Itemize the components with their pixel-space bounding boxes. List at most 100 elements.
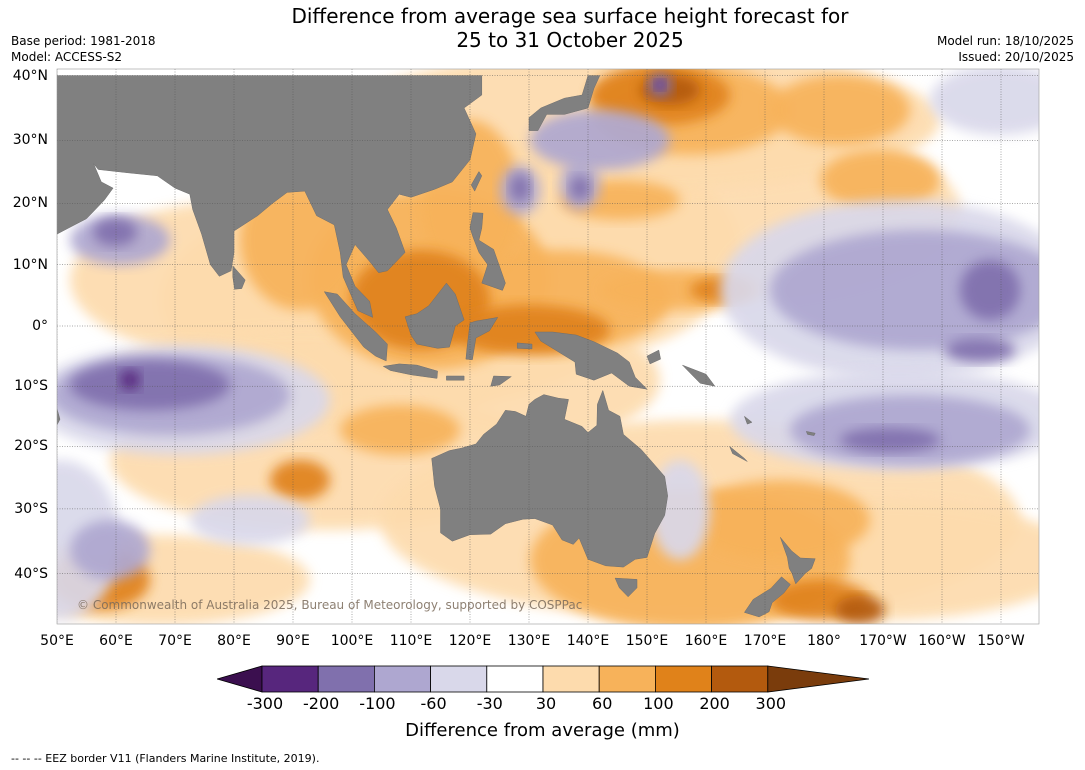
anomaly-patch <box>820 150 940 210</box>
anomaly-patch <box>510 174 530 202</box>
colorbar-extend-low <box>217 665 263 693</box>
colorbar-segment <box>373 665 431 693</box>
anomaly-patch <box>270 460 330 500</box>
model-run: Model run: 18/10/2025 <box>936 34 1074 48</box>
colorbar-segment <box>711 665 769 693</box>
anomaly-patch <box>930 69 1039 135</box>
colorbar-segment <box>430 665 488 693</box>
anomaly-patch <box>70 520 150 580</box>
colorbar-tick-label: -30 <box>476 694 503 713</box>
land-polygon <box>805 431 816 436</box>
anomaly-patch <box>530 110 670 170</box>
issued-date: Issued: 20/10/2025 <box>958 50 1074 64</box>
land-polygon <box>232 265 246 290</box>
land-masses <box>57 75 816 618</box>
colorbar-segment <box>486 665 544 693</box>
colorbar-tick-label: 300 <box>755 694 787 713</box>
base-period: Base period: 1981-2018 <box>11 34 156 48</box>
meta-right: Model run: 18/10/2025 Issued: 20/10/2025 <box>937 33 1074 65</box>
longitude-label: 120°E <box>448 633 492 649</box>
anomaly-patch <box>770 75 910 145</box>
longitude-label: 80°E <box>217 633 251 649</box>
longitude-label: 180° <box>807 633 841 649</box>
graticule <box>57 69 1039 624</box>
anomaly-patch <box>835 596 885 624</box>
land-polygon <box>465 317 499 360</box>
eez-footnote: -- -- -- EEZ border V11 (Flanders Marine… <box>11 752 320 765</box>
latitude-label: 0° <box>32 318 48 334</box>
land-polygon <box>404 282 465 349</box>
anomaly-patch <box>70 360 230 410</box>
colorbar-segment <box>542 665 600 693</box>
title-line-1: Difference from average sea surface heig… <box>291 4 849 28</box>
longitude-label: 160°W <box>918 633 966 649</box>
land-polygon <box>534 331 648 390</box>
land-polygon <box>646 349 661 365</box>
colorbar-tick-label: 200 <box>699 694 730 713</box>
land-polygon <box>382 363 438 379</box>
latitude-label: 10°S <box>14 378 48 395</box>
longitude-label: 170°W <box>859 633 907 649</box>
latitude-label: 40°S <box>14 565 48 582</box>
colorbar <box>217 665 869 693</box>
colorbar-tick-label: 60 <box>592 694 613 713</box>
colorbar-tick-label: -100 <box>359 694 396 713</box>
chart-title: Difference from average sea surface heig… <box>0 4 1085 52</box>
anomaly-patch <box>340 405 460 455</box>
colorbar-tick-label: 30 <box>535 694 557 713</box>
latitude-label: 20°N <box>12 195 48 212</box>
model-name: Model: ACCESS-S2 <box>11 50 123 64</box>
colorbar-label: Difference from average (mm) <box>405 720 680 741</box>
land-polygon <box>57 407 61 426</box>
land-polygon <box>744 576 791 618</box>
longitude-label: 100°E <box>330 633 374 649</box>
map-frame <box>56 68 1040 625</box>
longitude-label: 170°E <box>743 633 787 649</box>
colorbar-segment <box>598 665 656 693</box>
colorbar-tick-label: 100 <box>643 694 674 713</box>
land-polygon <box>323 291 388 362</box>
land-polygon <box>470 171 483 192</box>
title-line-2: 25 to 31 October 2025 <box>456 28 684 52</box>
land-polygon <box>614 577 638 598</box>
anomaly-patch <box>690 480 870 560</box>
latitude-label: 30°S <box>14 500 48 517</box>
colorbar-extend-high <box>767 665 869 693</box>
longitude-label: 150°W <box>977 633 1025 649</box>
land-polygon <box>490 375 513 387</box>
meta-left: Base period: 1981-2018 Model: ACCESS-S2 <box>11 33 156 65</box>
land-polygon <box>743 415 753 425</box>
land-polygon <box>431 389 668 568</box>
colorbar-segment <box>261 665 319 693</box>
copyright-notice: © Commonwealth of Australia 2025, Bureau… <box>77 598 583 612</box>
anomaly-patch <box>570 176 590 200</box>
colorbar-segment <box>654 665 712 693</box>
longitude-label: 150°E <box>625 633 669 649</box>
longitude-label: 160°E <box>684 633 728 649</box>
latitude-label: 40°N <box>12 67 48 84</box>
longitude-label: 90°E <box>276 633 310 649</box>
anomaly-patch <box>840 428 940 452</box>
anomaly-patch <box>120 370 140 390</box>
longitude-label: 70°E <box>158 633 192 649</box>
anomaly-patch <box>190 495 310 545</box>
land-polygon <box>57 75 483 318</box>
colorbar-segment <box>317 665 375 693</box>
land-polygon <box>446 375 465 381</box>
latitude-label: 20°S <box>14 438 48 455</box>
anomaly-patch <box>770 230 1039 350</box>
anomaly-patch <box>93 218 137 246</box>
colorbar-tick-label: -200 <box>303 694 340 713</box>
colorbar-tick-label: -300 <box>246 694 284 713</box>
longitude-label: 130°E <box>507 633 551 649</box>
colorbar-tick-label: -60 <box>420 694 447 713</box>
latitude-label: 10°N <box>12 256 48 273</box>
land-polygon <box>469 212 506 291</box>
anomaly-patch <box>655 80 665 90</box>
anomaly-patch <box>945 338 1015 362</box>
latitude-label: 30°N <box>12 132 48 149</box>
longitude-label: 50°E <box>40 633 74 649</box>
longitude-label: 60°E <box>99 633 133 649</box>
longitude-label: 140°E <box>566 633 610 649</box>
